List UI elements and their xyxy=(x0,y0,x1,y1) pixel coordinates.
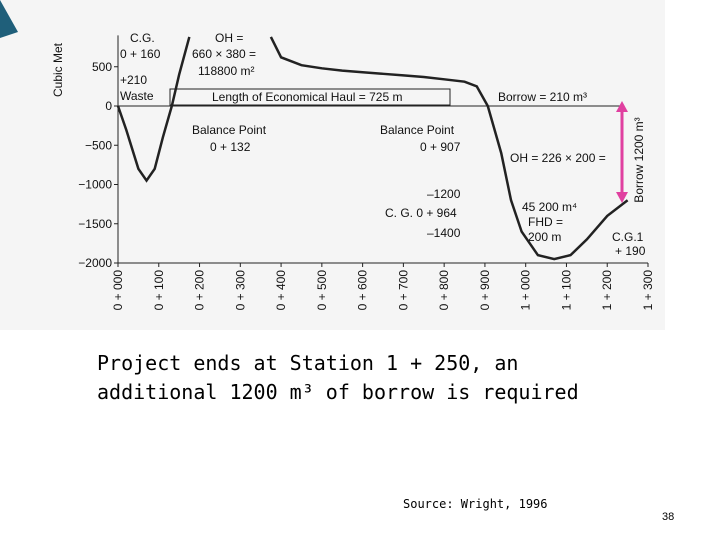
annotation: Borrow = 210 m³ xyxy=(498,90,587,104)
annotation: –1200 xyxy=(427,187,461,201)
annotation: Waste xyxy=(120,89,154,103)
x-tick-label: 0 + 200 xyxy=(193,270,207,311)
y-tick-label: 500 xyxy=(92,60,112,74)
page-number: 38 xyxy=(662,511,674,523)
y-tick-label: −2000 xyxy=(78,256,112,270)
x-tick-label: 0 + 000 xyxy=(111,270,125,311)
x-tick-label: 0 + 900 xyxy=(478,270,492,311)
y-tick-label: 0 xyxy=(105,99,112,113)
annotation: 45 200 m⁴ xyxy=(522,200,577,214)
x-tick-label: 1 + 000 xyxy=(519,270,533,311)
mass-diagram: 1 + 300 1 + 200 1 + 100 1 + 000 0 + 900 0 + 8… xyxy=(51,31,655,310)
x-tick-label: 1 + 300 xyxy=(641,270,655,311)
x-tick-label: 0 + 700 xyxy=(396,270,410,311)
x-tick-label: 0 + 500 xyxy=(315,270,329,311)
x-tick-label: 0 + 100 xyxy=(152,270,166,311)
y-tick-label: −500 xyxy=(85,138,112,152)
annotation: 0 + 160 xyxy=(120,47,161,61)
annotation: 0 + 132 xyxy=(210,140,251,154)
scan-background xyxy=(0,0,665,330)
annotation: Borrow 1200 m³ xyxy=(632,117,646,202)
x-tick-label: 0 + 600 xyxy=(356,270,370,311)
corner-triangle xyxy=(0,0,18,38)
arrow-head xyxy=(616,101,628,112)
source: Source: Wright, 1996 xyxy=(403,497,548,511)
arrow-head xyxy=(616,192,628,203)
annotation: 660 × 380 = xyxy=(192,47,256,61)
x-tick-label: 0 + 300 xyxy=(233,270,247,311)
annotation: FHD = xyxy=(528,215,563,229)
y-tick-label: −1500 xyxy=(78,217,112,231)
annotation: –1400 xyxy=(427,226,461,240)
annotation: + 190 xyxy=(615,244,646,258)
annotation: Balance Point xyxy=(192,123,267,137)
y-tick-label: −1000 xyxy=(78,178,112,192)
x-tick-label: 1 + 200 xyxy=(600,270,614,311)
x-tick-label: 0 + 800 xyxy=(437,270,451,311)
x-tick-label: 0 + 400 xyxy=(274,270,288,311)
annotation: OH = xyxy=(215,31,243,45)
annotation: C.G.1 xyxy=(612,230,644,244)
annotation: Balance Point xyxy=(380,123,455,137)
caption-line: Project ends at Station 1 + 250, an xyxy=(97,351,518,375)
annotation: +210 xyxy=(120,73,147,87)
annotation: 118800 m² xyxy=(198,64,254,78)
annotation: C. G. 0 + 964 xyxy=(385,206,457,220)
annotation: 0 + 907 xyxy=(420,140,461,154)
annotation: C.G. xyxy=(130,31,155,45)
annotation: Length of Economical Haul = 725 m xyxy=(212,90,402,104)
x-tick-label: 1 + 100 xyxy=(559,270,573,311)
haul-box xyxy=(169,88,451,106)
caption-line: additional 1200 m³ of borrow is required xyxy=(97,380,579,404)
annotation: 200 m xyxy=(528,230,561,244)
mass-curve xyxy=(116,36,629,261)
annotation: OH = 226 × 200 = xyxy=(510,151,606,165)
y-axis-label: Cubic Met xyxy=(51,42,65,97)
